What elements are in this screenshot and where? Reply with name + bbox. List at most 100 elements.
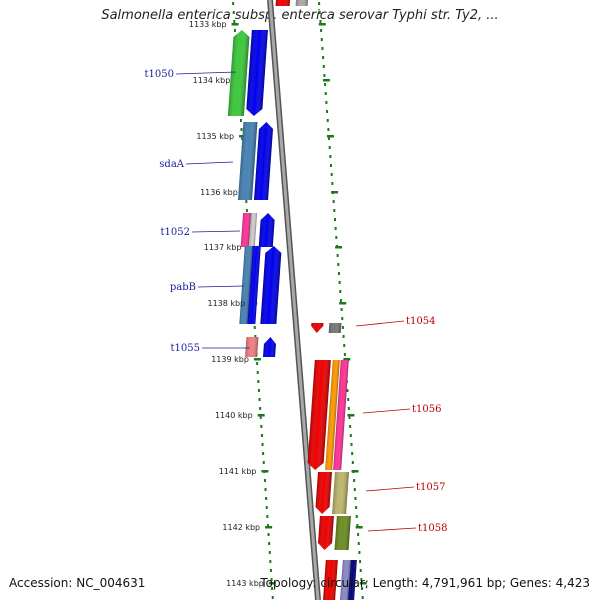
gene-t1055[interactable] xyxy=(245,337,259,357)
scale-dot xyxy=(265,506,268,509)
gene-t1054[interactable] xyxy=(328,323,342,333)
scale-dot xyxy=(270,578,273,581)
scale-dot xyxy=(347,407,350,410)
gene-top-grey[interactable] xyxy=(295,0,308,6)
gene-pabB[interactable] xyxy=(260,246,282,324)
map-title: Salmonella enterica subsp. enterica sero… xyxy=(101,8,499,23)
scale-dot xyxy=(323,74,326,77)
gene-leader-line xyxy=(365,486,415,492)
gene-label-t1057[interactable]: t1057 xyxy=(416,482,445,493)
topology-text: Topology: circular; Length: 4,791,961 bp… xyxy=(260,576,590,590)
gene-t1056-orange[interactable] xyxy=(325,360,340,470)
gene-t1052-blue[interactable] xyxy=(258,213,275,247)
gene-t1056[interactable] xyxy=(333,360,349,470)
gene-t1050[interactable] xyxy=(227,30,250,116)
gene-label-t1050[interactable]: t1050 xyxy=(145,69,174,80)
gene-label-sdaA[interactable]: sdaA xyxy=(159,159,184,170)
scale-dot xyxy=(330,164,333,167)
gene-t1058[interactable] xyxy=(334,516,351,550)
gene-top-red[interactable] xyxy=(275,0,290,6)
scale-dot xyxy=(260,425,263,428)
gene-t1050-partner[interactable] xyxy=(246,30,268,116)
scale-dot xyxy=(257,389,260,392)
scale-dot xyxy=(326,119,329,122)
gene-leader-line xyxy=(362,408,411,414)
scale-label: 1134 kbp xyxy=(193,76,231,85)
scale-dot xyxy=(233,20,236,23)
scale-dot xyxy=(328,137,331,140)
scale-dot xyxy=(253,326,256,329)
gene-t1052-grey[interactable] xyxy=(248,213,258,247)
major-tick xyxy=(339,302,347,305)
major-tick xyxy=(351,470,359,473)
scale-dot xyxy=(361,587,364,590)
gene-bottom-blue[interactable] xyxy=(340,560,351,600)
scale-dot xyxy=(358,551,361,554)
gene-sdaA-steel[interactable] xyxy=(238,122,258,200)
major-tick xyxy=(261,470,269,473)
gene-bottom-navy[interactable] xyxy=(348,560,357,600)
gene-pabB-steel[interactable] xyxy=(239,246,253,324)
gene-t1057[interactable] xyxy=(332,472,349,514)
scale-dot xyxy=(331,182,334,185)
gene-t1052[interactable] xyxy=(240,213,252,247)
scale-dot xyxy=(336,254,339,257)
gene-label-t1058[interactable]: t1058 xyxy=(418,523,447,534)
gene-leader-line xyxy=(175,71,237,75)
scale-label: 1135 kbp xyxy=(196,132,234,141)
scale-dot xyxy=(343,344,346,347)
gene-label-t1054[interactable]: t1054 xyxy=(406,316,435,327)
scale-dot xyxy=(265,497,268,500)
scale-dot xyxy=(353,479,356,482)
major-tick xyxy=(326,135,334,138)
scale-dot xyxy=(267,533,270,536)
major-tick xyxy=(343,358,351,361)
scale-dot xyxy=(239,119,242,122)
gene-label-t1056[interactable]: t1056 xyxy=(412,404,441,415)
gene-label-t1055[interactable]: t1055 xyxy=(171,343,200,354)
scale-label: 1143 kbp xyxy=(226,579,264,588)
scale-dot xyxy=(271,587,274,590)
gene-leader-line xyxy=(367,527,417,532)
gene-t1056-red[interactable] xyxy=(307,360,331,470)
scale-dot xyxy=(322,56,325,59)
scale-dot xyxy=(259,407,262,410)
scale-dot xyxy=(338,281,341,284)
gene-t1054-red[interactable] xyxy=(311,323,324,333)
scale-dot xyxy=(354,497,357,500)
gene-label-t1052[interactable]: t1052 xyxy=(161,227,190,238)
scale-dot xyxy=(327,128,330,131)
scale-dot xyxy=(266,515,269,518)
scale-dot xyxy=(256,371,259,374)
scale-dot xyxy=(325,101,328,104)
scale-dot xyxy=(262,452,265,455)
gene-pabB-blue[interactable] xyxy=(247,246,261,324)
gene-sdaA[interactable] xyxy=(254,122,273,200)
scale-dot xyxy=(269,560,272,563)
scale-dot xyxy=(241,137,244,140)
scale-dot xyxy=(264,488,267,491)
gene-leader-line xyxy=(355,320,405,327)
scale-dot xyxy=(350,443,353,446)
scale-dot xyxy=(357,533,360,536)
scale-label: 1140 kbp xyxy=(215,411,253,420)
major-tick xyxy=(253,358,261,361)
scale-label: 1137 kbp xyxy=(204,243,242,252)
scale-dot xyxy=(321,47,324,50)
scale-dot xyxy=(324,83,327,86)
gene-bottom-red[interactable] xyxy=(323,560,338,600)
scale-dot xyxy=(319,20,322,23)
scale-dot xyxy=(339,290,342,293)
scale-dot xyxy=(340,308,343,311)
gene-label-pabB[interactable]: pabB xyxy=(170,282,196,293)
scale-dot xyxy=(245,200,248,203)
scale-dot xyxy=(268,542,271,545)
gene-t1057-red[interactable] xyxy=(315,472,332,514)
scale-dot xyxy=(320,29,323,32)
gene-t1058-red[interactable] xyxy=(318,516,334,550)
major-tick xyxy=(331,191,339,194)
scale-labels: 1133 kbp 1134 kbp 1135 kbp 1136 kbp 1137 kbp… xyxy=(189,20,264,588)
gene-t1055-blue[interactable] xyxy=(263,337,276,357)
major-tick xyxy=(322,79,330,82)
